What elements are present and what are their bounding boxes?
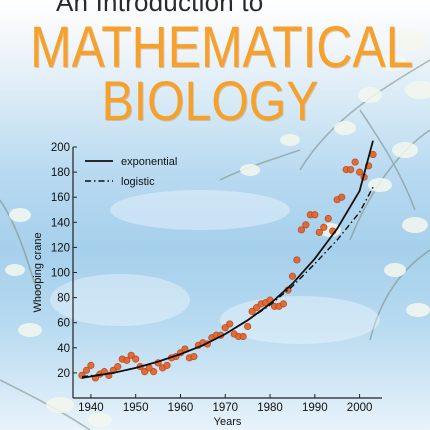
legend-label-logistic: logistic (121, 176, 155, 188)
data-point (114, 363, 122, 371)
data-point (324, 214, 332, 223)
y-tick-label: 40 (57, 343, 70, 355)
series-line-logistic (81, 186, 374, 378)
y-tick-label: 120 (51, 242, 70, 254)
data-point (302, 221, 310, 229)
data-point (338, 193, 346, 201)
data-point (279, 300, 288, 308)
data-point (239, 332, 247, 341)
y-tick-label: 60 (57, 318, 70, 330)
x-tick-label: 1980 (257, 402, 283, 414)
data-point (132, 355, 140, 363)
x-tick-label: 2000 (347, 402, 373, 414)
legend-label-exponential: exponential (121, 156, 177, 168)
x-axis-label: Years (214, 416, 242, 428)
x-tick-label: 1940 (78, 402, 104, 414)
data-point (320, 223, 328, 231)
y-tick-label: 140 (51, 217, 70, 229)
x-tick-label: 1990 (302, 402, 328, 414)
y-tick-label: 80 (57, 293, 70, 305)
y-axis-label: Whooping crane (32, 232, 44, 312)
data-point (87, 361, 95, 369)
data-point (311, 211, 319, 219)
data-point (127, 351, 135, 359)
data-point (82, 366, 91, 374)
y-tick-label: 20 (57, 368, 70, 380)
data-point (141, 368, 149, 376)
data-point (351, 158, 359, 166)
data-point (150, 368, 158, 376)
x-tick-label: 1950 (123, 402, 149, 414)
y-tick-label: 180 (51, 167, 70, 179)
data-point (244, 322, 252, 331)
y-tick-label: 200 (51, 142, 70, 154)
data-point (315, 228, 323, 236)
data-point (123, 356, 131, 364)
data-point (356, 168, 364, 176)
y-tick-label: 160 (51, 192, 70, 204)
data-point (293, 256, 301, 264)
book-title-line-mathematical: MATHEMATICAL (30, 15, 414, 80)
book-title-prefix: An Introduction to (56, 0, 264, 17)
data-point (221, 324, 229, 332)
x-tick-label: 1970 (212, 402, 238, 414)
data-point (297, 226, 305, 234)
data-point (248, 307, 256, 316)
data-point (190, 352, 198, 361)
x-tick-label: 1960 (168, 402, 194, 414)
data-point (226, 320, 234, 328)
data-point (288, 272, 297, 280)
y-tick-label: 100 (51, 268, 70, 280)
book-title-line-biology: BIOLOGY (101, 69, 319, 132)
data-point (163, 361, 171, 369)
data-point (253, 304, 261, 312)
data-point (347, 165, 355, 174)
